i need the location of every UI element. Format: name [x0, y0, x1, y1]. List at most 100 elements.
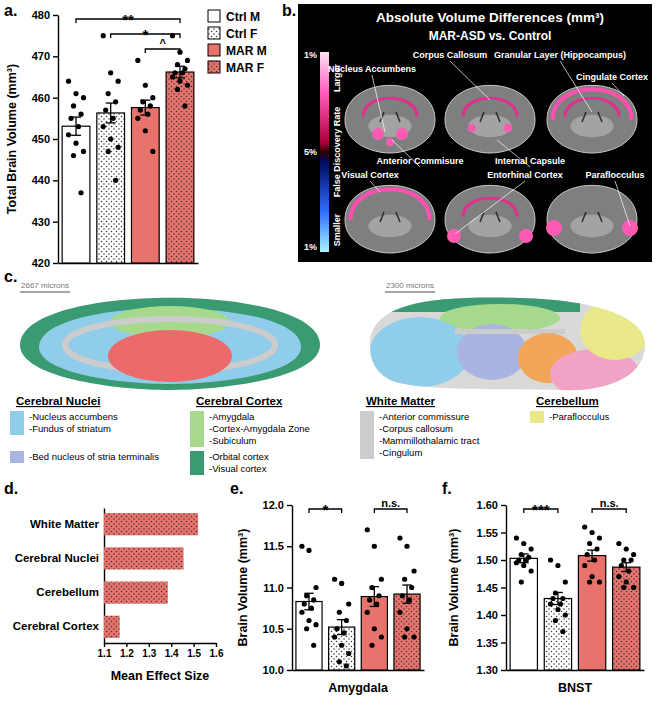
data-point	[111, 116, 116, 121]
x-tick-label: 1.6	[210, 648, 224, 659]
y-tick-label: 460	[32, 92, 50, 104]
y-tick-mark	[53, 97, 58, 98]
atlas-region	[20, 298, 320, 390]
y-tick: 10.0	[263, 664, 292, 676]
data-point	[397, 535, 402, 540]
bar	[104, 547, 184, 569]
significance-bracket	[592, 509, 626, 513]
colorbar-title: False Discovery Rate	[332, 107, 342, 198]
data-point	[597, 579, 602, 584]
y-axis-line	[292, 506, 293, 671]
data-point	[619, 563, 624, 568]
legend-item: -Subiculum	[209, 435, 257, 446]
scale-bar	[20, 291, 70, 293]
legend-group-title: Cerebral Cortex	[196, 395, 283, 407]
data-point	[521, 563, 526, 568]
atlas-sagittal	[360, 290, 650, 399]
x-axis-title: BNST	[558, 681, 592, 695]
legend-swatch	[208, 61, 220, 73]
data-point	[143, 83, 148, 88]
y-tick-mark	[501, 505, 506, 506]
y-tick-mark	[501, 615, 506, 616]
region-leader	[372, 75, 385, 132]
error-bar-cap	[71, 116, 81, 117]
data-point	[372, 626, 377, 631]
x-tick: 1.3	[142, 643, 156, 659]
y-tick: 1.45	[477, 582, 506, 594]
y-tick-mark	[53, 139, 58, 140]
data-point	[101, 124, 106, 129]
error-bar-stem	[110, 103, 111, 123]
panel-label: f.	[442, 480, 452, 497]
data-point	[514, 560, 519, 565]
colorbar	[320, 52, 329, 252]
subtitle: MAR-ASD vs. Control	[429, 29, 552, 43]
y-tick-label: 470	[32, 50, 50, 62]
data-point	[313, 622, 318, 627]
data-point	[548, 557, 553, 562]
x-tick-mark	[126, 643, 127, 647]
highlight-region	[363, 98, 417, 116]
legend-item: -Nucleus accumbens	[29, 411, 118, 422]
x-axis	[293, 670, 425, 671]
data-point	[337, 610, 342, 615]
error-bar-cap	[370, 606, 379, 607]
error-bar-stem	[406, 585, 407, 603]
panel-label: d.	[4, 480, 18, 497]
error-bar	[370, 587, 379, 607]
bar	[394, 594, 420, 670]
data-point	[589, 530, 594, 535]
data-point	[624, 579, 629, 584]
legend-item: -Amygdala	[209, 411, 255, 422]
data-point	[116, 79, 121, 84]
data-point	[411, 634, 416, 639]
y-tick-mark	[53, 221, 58, 222]
data-point	[311, 643, 316, 648]
highlight-region	[350, 189, 429, 220]
legend-swatch	[10, 451, 24, 463]
x-axis-line	[507, 670, 645, 671]
data-point	[73, 91, 78, 96]
region-leader	[455, 181, 525, 234]
x-tick: 1.5	[187, 643, 201, 659]
data-point	[66, 79, 71, 84]
slice-structure	[570, 215, 613, 237]
data-point	[555, 607, 560, 612]
data-point	[71, 153, 76, 158]
legend-item: -Fundus of striatum	[29, 423, 111, 434]
y-tick-mark	[53, 15, 58, 16]
legend-swatch	[190, 451, 204, 475]
y-tick: 1.35	[477, 637, 506, 649]
colorbar-smaller: Smaller	[332, 213, 342, 246]
highlight-region	[396, 128, 408, 140]
data-point	[138, 107, 143, 112]
data-point	[587, 579, 592, 584]
data-point	[143, 128, 148, 133]
brain-map: b.Absolute Volume Differences (mm³)MAR-A…	[282, 2, 652, 262]
chart-panel: a.420430440450460470480***^Total Brain V…	[4, 2, 267, 269]
data-point	[101, 33, 106, 38]
y-tick-label: 11.5	[263, 540, 284, 552]
brain-slice	[345, 185, 435, 253]
bar	[544, 599, 571, 671]
error-bar	[553, 592, 563, 604]
slice-ventricle	[480, 112, 500, 122]
region-leader	[450, 61, 490, 100]
data-point	[334, 626, 339, 631]
data-point	[339, 643, 344, 648]
error-bar-stem	[75, 117, 76, 135]
brain-slice	[345, 85, 435, 153]
x-tick-label: 1.5	[187, 648, 201, 659]
y-tick: 1.60	[477, 499, 506, 511]
plot-area	[510, 524, 640, 670]
region-label: Internal Capsule	[495, 156, 565, 166]
error-bar	[402, 585, 411, 603]
significance-label: **	[122, 11, 134, 28]
significance-label: *	[322, 501, 328, 518]
data-point	[344, 618, 349, 623]
highlight-region	[519, 229, 533, 243]
y-tick-label: 12.0	[263, 499, 284, 511]
error-bar-cap	[519, 562, 529, 563]
data-point	[621, 557, 626, 562]
significance-label: ***	[532, 501, 550, 518]
